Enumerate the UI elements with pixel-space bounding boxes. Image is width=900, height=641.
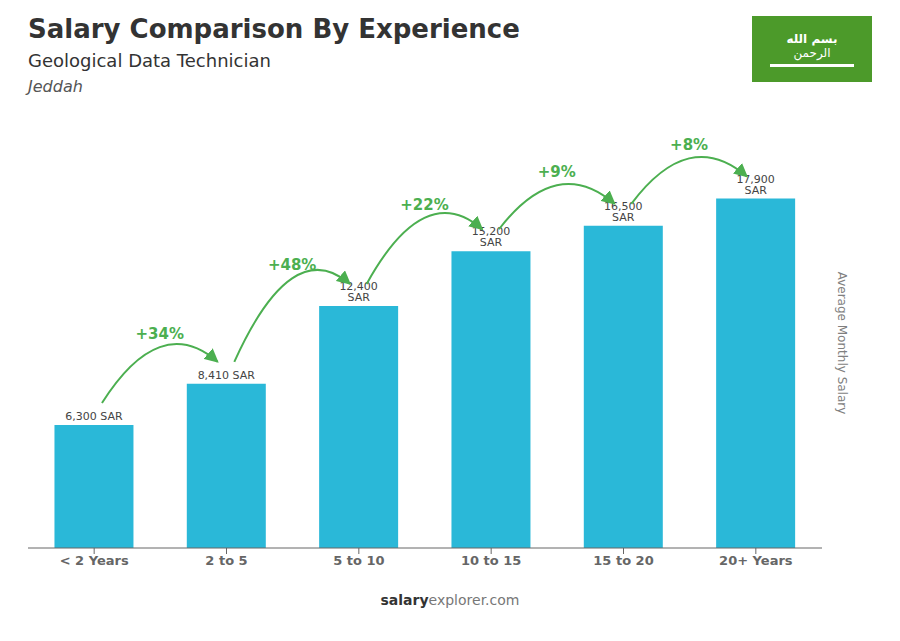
svg-text:16,500SAR: 16,500SAR [604, 200, 643, 224]
svg-text:5 to 10: 5 to 10 [333, 553, 384, 568]
svg-text:+8%: +8% [670, 136, 708, 154]
svg-text:+9%: +9% [538, 163, 576, 181]
svg-text:10 to 15: 10 to 15 [461, 553, 521, 568]
html-text:الرحمن: الرحمن [793, 45, 831, 60]
html-text:بسم الله: بسم الله [786, 31, 838, 46]
svg-text:15,200SAR: 15,200SAR [472, 225, 511, 249]
svg-text:6,300 SAR: 6,300 SAR [65, 410, 123, 423]
svg-text:15 to 20: 15 to 20 [593, 553, 653, 568]
svg-text:+34%: +34% [136, 325, 184, 343]
svg-text:20+ Years: 20+ Years [719, 553, 793, 568]
svg-text:< 2 Years: < 2 Years [60, 553, 129, 568]
svg-text:17,900SAR: 17,900SAR [736, 173, 775, 197]
svg-text:8,410 SAR: 8,410 SAR [198, 369, 256, 382]
html-text:Salary Comparison By Experienc: Salary Comparison By Experience [28, 14, 520, 44]
html-text:Geological Data Technician: Geological Data Technician [28, 50, 271, 71]
html-text:Jeddah: Jeddah [28, 77, 83, 96]
svg-text:+22%: +22% [400, 196, 448, 214]
svg-text:+48%: +48% [268, 256, 316, 274]
svg-text:2 to 5: 2 to 5 [205, 553, 247, 568]
svg-text:12,400SAR: 12,400SAR [339, 280, 378, 304]
html-text:salary explorer.com: salary explorer.com [380, 592, 520, 608]
svg-text:Average Monthly Salary: Average Monthly Salary [835, 272, 849, 415]
